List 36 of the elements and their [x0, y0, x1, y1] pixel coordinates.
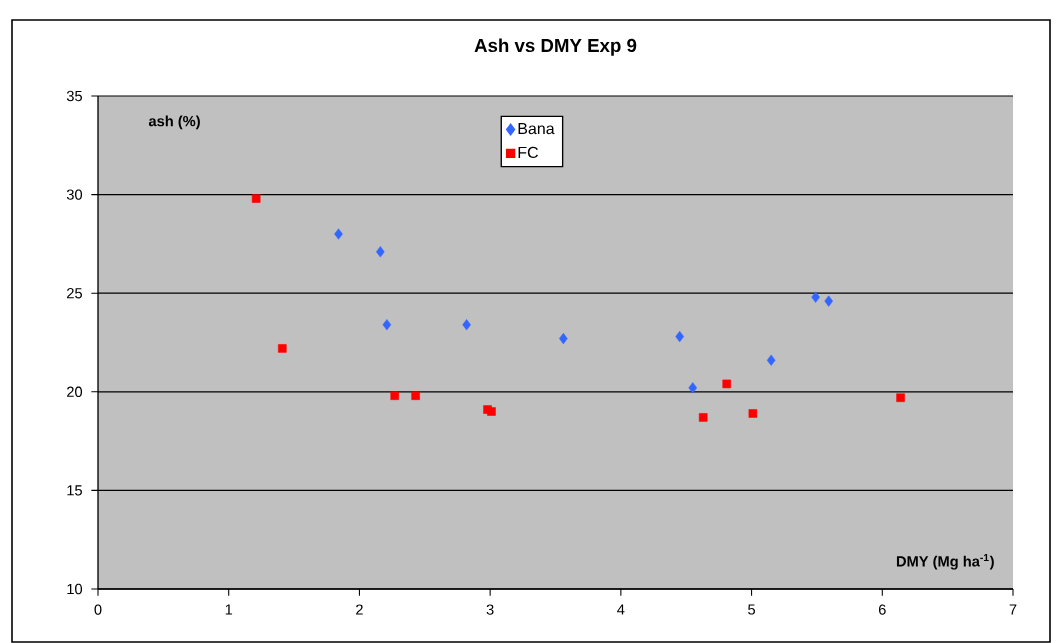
point: [382, 319, 392, 331]
y-tick-label: 10: [67, 583, 83, 595]
x-tick-label: 0: [94, 604, 102, 615]
x-tick-label: 7: [1009, 604, 1017, 615]
x-tick-label: 3: [486, 604, 494, 615]
legend-label: Bana: [518, 123, 555, 135]
y-axis-title: ash (%): [148, 115, 200, 130]
point: [487, 407, 496, 416]
point: [748, 409, 758, 418]
chart-title: Ash vs DMY Exp 9: [474, 38, 637, 56]
point: [824, 295, 833, 307]
point: [278, 344, 287, 353]
x-axis-title: DMY (Mg ha$^{-1}$): [896, 554, 994, 570]
point: [766, 354, 776, 366]
y-tick-label: 25: [67, 288, 82, 299]
x-tick-label: 1: [225, 604, 233, 615]
point: [688, 382, 698, 394]
legend-label: FC: [518, 146, 538, 159]
x-tick-label: 6: [878, 604, 886, 615]
point: [334, 228, 343, 240]
y-tick-label: 20: [67, 386, 83, 397]
y-tick-label: 30: [66, 189, 83, 200]
point: [698, 413, 708, 422]
point: [722, 379, 732, 389]
point: [376, 246, 385, 258]
point: [390, 391, 399, 401]
point: [462, 319, 471, 331]
point: [896, 393, 905, 402]
point: [811, 291, 820, 303]
y-tick-label: 15: [67, 485, 82, 496]
point: [251, 194, 261, 203]
x-tick-label: 2: [356, 604, 363, 615]
x-tick-label: 4: [617, 604, 625, 615]
point: [411, 391, 420, 401]
y-tick-label: 35: [66, 90, 82, 102]
x-tick-label: 5: [748, 604, 756, 615]
